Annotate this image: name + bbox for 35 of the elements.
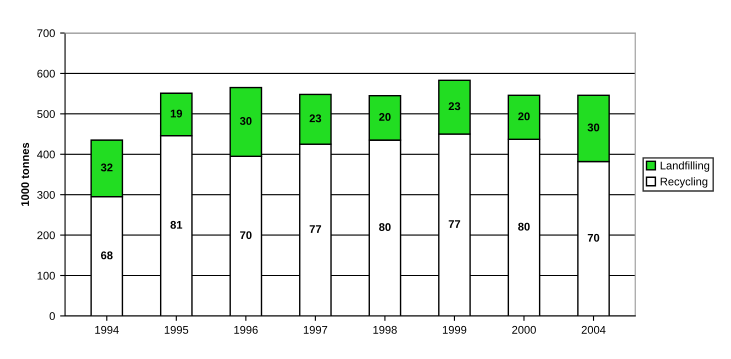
x-tick-label: 1995 [164, 326, 188, 334]
annotation: 77 [310, 225, 322, 233]
annotation: 23 [448, 102, 460, 110]
y-axis-title: 1000 tonnes [21, 142, 30, 206]
annotation: 30 [240, 117, 252, 125]
y-tick-label: 500 [37, 110, 55, 118]
y-tick-label: 300 [37, 190, 55, 199]
annotation: 20 [379, 113, 391, 121]
annotation: 68 [101, 251, 113, 260]
annotation: 20 [518, 112, 530, 120]
annotation: 81 [170, 220, 182, 229]
y-tick-label: 100 [38, 272, 55, 280]
x-tick-label: 1997 [304, 326, 328, 334]
annotation: 77 [448, 220, 460, 228]
annotation: 70 [588, 234, 600, 242]
x-tick-label: 1996 [234, 326, 258, 334]
annotation: 23 [310, 114, 322, 122]
y-tick-label: 400 [37, 150, 55, 158]
x-tick-label: 2000 [512, 326, 536, 334]
annotation: 19 [170, 110, 182, 118]
x-tick-label: 1999 [442, 326, 466, 334]
y-tick-label: 200 [37, 231, 55, 240]
annotation: 30 [588, 124, 600, 132]
legend-label: Landfilling [660, 161, 710, 172]
y-tick-label: 0 [50, 312, 55, 320]
x-tick-label: 1994 [95, 326, 119, 334]
annotation: 80 [518, 222, 530, 231]
annotation: 70 [240, 231, 252, 240]
annotation: 32 [100, 164, 113, 172]
x-tick-label: 1998 [373, 326, 397, 334]
y-tick-label: 600 [37, 70, 55, 78]
annotation: 80 [379, 223, 391, 232]
y-tick-label: 700 [37, 29, 55, 38]
x-tick-label: 2004 [582, 326, 606, 334]
legend-label: Recycling [660, 177, 708, 188]
